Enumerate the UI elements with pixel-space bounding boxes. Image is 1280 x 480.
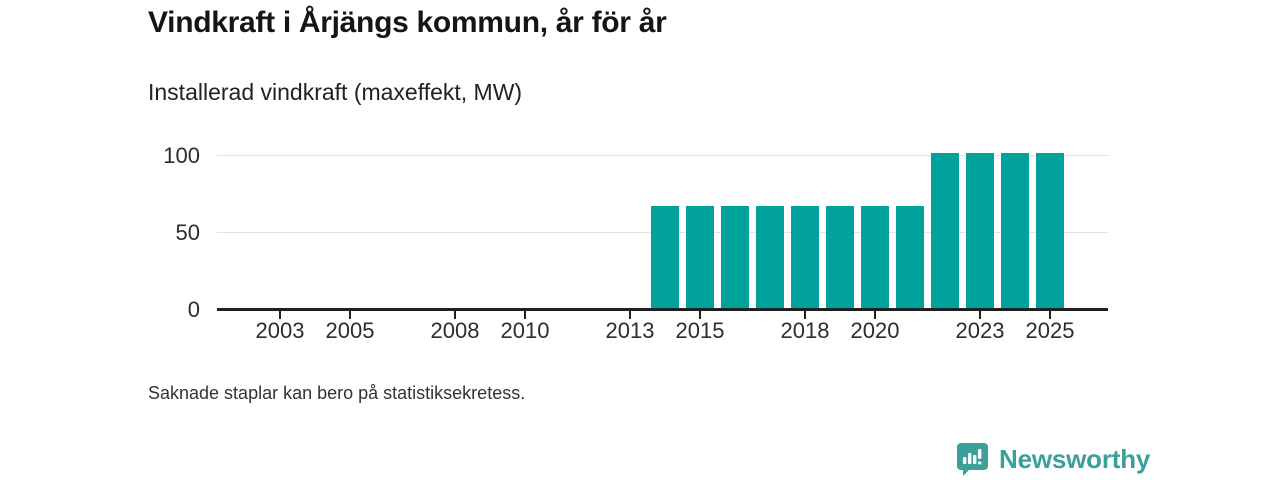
bar-2017	[756, 205, 784, 309]
bar-2015	[686, 205, 714, 309]
x-tick-2023	[979, 310, 981, 319]
y-tick-label: 50	[175, 220, 200, 245]
bar-2024	[1001, 153, 1029, 309]
x-tick-label: 2010	[500, 318, 550, 343]
bar-2025	[1036, 153, 1064, 309]
bar-2019	[826, 205, 854, 309]
x-tick-2020	[874, 310, 876, 319]
bar-2021	[896, 205, 924, 309]
x-tick-label: 2008	[430, 318, 480, 343]
y-tick-label: 0	[187, 297, 200, 322]
footnote: Saknade staplar kan bero på statistiksek…	[148, 383, 526, 403]
x-tick-2005	[349, 310, 351, 319]
x-tick-label: 2020	[850, 318, 900, 343]
x-tick-label: 2015	[675, 318, 725, 343]
x-tick-2013	[629, 310, 631, 319]
branding: Newsworthy	[956, 442, 1150, 476]
x-tick-label: 2013	[605, 318, 655, 343]
bar-2014	[651, 205, 679, 309]
x-tick-2008	[454, 310, 456, 319]
bar-2020	[861, 205, 889, 309]
bar-2022	[931, 153, 959, 309]
x-tick-label: 2025	[1025, 318, 1075, 343]
brand-name: Newsworthy	[999, 443, 1151, 474]
x-tick-2018	[804, 310, 806, 319]
x-tick-label: 2005	[325, 318, 375, 343]
chart-title: Vindkraft i Årjängs kommun, år för år	[148, 6, 667, 39]
y-tick-label: 100	[163, 143, 200, 168]
x-tick-2003	[279, 310, 281, 319]
x-tick-2015	[699, 310, 701, 319]
bar-2023	[966, 153, 994, 309]
x-tick-label: 2023	[955, 318, 1005, 343]
x-tick-label: 2003	[255, 318, 305, 343]
x-axis-line	[217, 307, 1108, 311]
x-tick-2025	[1049, 310, 1051, 319]
gridline-y-100	[217, 154, 1108, 156]
chart-subtitle: Installerad vindkraft (maxeffekt, MW)	[148, 79, 523, 105]
x-tick-label: 2018	[780, 318, 830, 343]
bar-2018	[791, 205, 819, 309]
x-tick-2010	[524, 310, 526, 319]
bar-2016	[721, 205, 749, 309]
bar-chart-speech-bubble-icon	[957, 443, 988, 476]
